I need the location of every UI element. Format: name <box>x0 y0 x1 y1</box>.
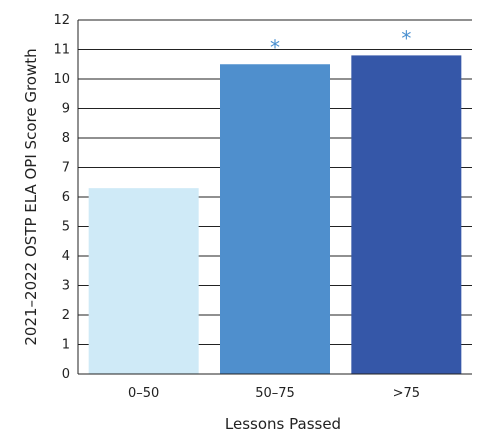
y-tick-label: 8 <box>62 131 70 146</box>
x-axis-label: Lessons Passed <box>225 415 341 433</box>
x-tick-labels: 0–50 50–75 >75 <box>128 386 420 401</box>
bar <box>220 64 330 374</box>
significance-marker: * <box>401 26 411 50</box>
y-tick-label: 12 <box>53 13 70 28</box>
y-tick-label: 5 <box>62 220 70 235</box>
bars <box>88 55 462 375</box>
y-tick-label: 10 <box>53 72 70 87</box>
y-tick-label: 9 <box>62 102 70 117</box>
y-tick-label: 4 <box>62 249 70 264</box>
significance-marker: * <box>270 35 280 59</box>
bar <box>88 188 199 374</box>
y-axis-label: 2021–2022 OSTP ELA OPI Score Growth <box>22 48 40 345</box>
y-tick-label: 3 <box>62 279 70 294</box>
x-tick-label: >75 <box>393 386 420 401</box>
y-tick-label: 1 <box>62 338 70 353</box>
bar <box>351 55 462 375</box>
x-tick-label: 50–75 <box>255 386 295 401</box>
y-tick-label: 11 <box>53 43 70 58</box>
bar-annotations: * * <box>270 26 411 59</box>
x-tick-label: 0–50 <box>128 386 159 401</box>
y-tick-label: 6 <box>62 190 70 205</box>
y-tick-label: 7 <box>62 161 70 176</box>
y-tick-label: 0 <box>62 367 70 382</box>
y-tick-label: 2 <box>62 308 70 323</box>
